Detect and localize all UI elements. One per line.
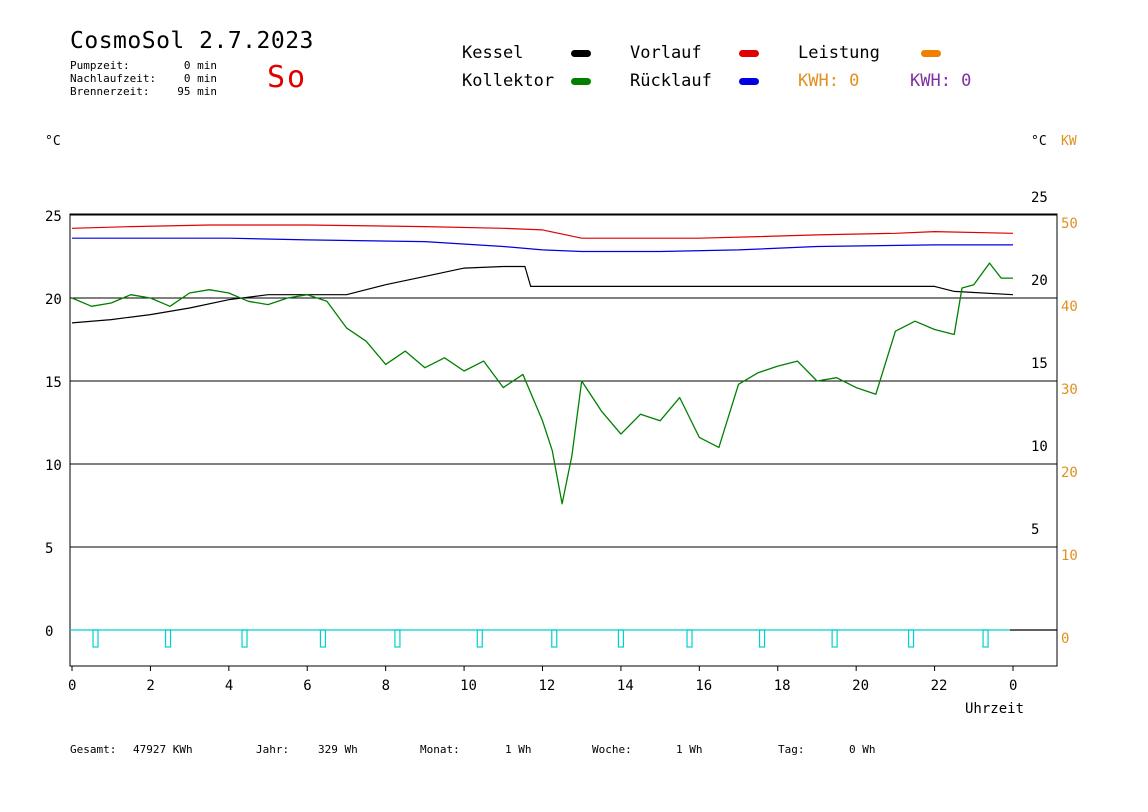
y-tick-right-kw-5: 50	[1061, 216, 1078, 232]
x-tick-label-7: 14	[617, 678, 634, 694]
legend-ruecklauf-swatch	[739, 78, 759, 85]
x-tick-label-3: 6	[303, 678, 311, 694]
x-tick-label-9: 18	[774, 678, 791, 694]
pump-pulse-12	[982, 629, 989, 648]
pump-pulse-9	[758, 629, 766, 648]
legend-leistung-swatch	[921, 50, 941, 57]
stat-brennerzeit-label: Brennerzeit:	[70, 85, 150, 98]
page-title: CosmoSol 2.7.2023	[70, 28, 314, 54]
pump-pulse-4	[394, 629, 401, 648]
pump-pulse-0	[92, 629, 99, 648]
pump-pulse-2	[241, 629, 248, 648]
pump-pulse-10	[831, 629, 838, 648]
x-axis-label: Uhrzeit	[965, 701, 1025, 717]
x-tick-label-6: 12	[539, 678, 556, 694]
y-tick-left-5: 25	[45, 209, 62, 225]
x-tick-label-10: 20	[852, 678, 869, 694]
x-tick-label-1: 2	[146, 678, 154, 694]
y-tick-right-kw-4: 40	[1061, 299, 1078, 315]
day-label: So	[267, 60, 308, 95]
y-tick-left-1: 5	[45, 541, 53, 557]
y-tick-right-kw-1: 10	[1061, 548, 1078, 564]
stat-brennerzeit-value: 95 min	[177, 85, 217, 98]
footer-woche-label: Woche:	[592, 743, 632, 756]
x-tick-label-11: 22	[931, 678, 948, 694]
y-tick-right-c-4: 25	[1031, 190, 1048, 206]
legend-vorlauf-label: Vorlauf	[630, 43, 702, 63]
y-tick-right-kw-0: 0	[1061, 631, 1069, 647]
pump-pulse-11	[907, 629, 915, 648]
y-tick-right-c-0: 5	[1031, 522, 1039, 538]
legend-kollektor-swatch	[571, 78, 591, 85]
x-tick-label-8: 16	[695, 678, 712, 694]
pump-pulse-8	[686, 629, 693, 648]
series-line-2	[71, 265, 1014, 324]
left-unit-label: °C	[45, 134, 61, 149]
y-tick-right-c-3: 20	[1031, 273, 1048, 289]
x-tick-label-5: 10	[460, 678, 477, 694]
legend-ruecklauf-label: Rücklauf	[630, 71, 712, 91]
legend-vorlauf-swatch	[739, 50, 759, 57]
footer-gesamt-value: 47927 KWh	[133, 743, 193, 756]
plot-frame	[69, 213, 1058, 667]
y-tick-left-4: 20	[45, 292, 62, 308]
legend-kessel-label: Kessel	[462, 43, 524, 63]
y-tick-left-0: 0	[45, 624, 53, 640]
footer-woche-value: 1 Wh	[676, 743, 703, 756]
stat-pumpzeit-value: 0 min	[183, 59, 217, 72]
legend-leistung-label: Leistung	[798, 43, 880, 63]
footer-jahr-value: 329 Wh	[318, 743, 358, 756]
series-line-3	[71, 262, 1013, 505]
stat-pumpzeit-label: Pumpzeit:	[70, 59, 130, 72]
legend-kollektor-label: Kollektor	[462, 71, 555, 91]
legend-kwh-purple: KWH: 0	[910, 71, 972, 91]
stat-nachlaufzeit-value: 0 min	[183, 72, 217, 85]
y-tick-right-kw-2: 20	[1061, 465, 1078, 481]
footer-tag-label: Tag:	[778, 743, 805, 756]
y-tick-right-c-2: 15	[1031, 356, 1048, 372]
pump-pulse-3	[319, 629, 327, 648]
series-line-1	[72, 237, 1013, 253]
footer-monat-value: 1 Wh	[505, 743, 532, 756]
right-unit-c-label: °C	[1031, 134, 1047, 149]
footer-jahr-label: Jahr:	[256, 743, 290, 756]
pump-pulse-1	[164, 629, 172, 648]
x-tick-label-4: 8	[382, 678, 390, 694]
x-tick-label-12: 0	[1009, 678, 1017, 694]
legend-kwh-orange: KWH: 0	[798, 71, 860, 91]
y-tick-left-3: 15	[45, 375, 62, 391]
y-tick-right-c-1: 10	[1031, 439, 1048, 455]
stat-nachlaufzeit-label: Nachlaufzeit:	[70, 72, 157, 85]
x-tick-label-2: 4	[225, 678, 233, 694]
right-unit-kw-label: KW	[1061, 134, 1077, 149]
pump-pulse-5	[476, 629, 483, 648]
footer-gesamt-label: Gesamt:	[70, 743, 117, 756]
footer-monat-label: Monat:	[420, 743, 460, 756]
y-tick-right-kw-3: 30	[1061, 382, 1078, 398]
pump-pulse-6	[551, 629, 558, 648]
legend-kessel-swatch	[571, 50, 591, 57]
y-tick-left-2: 10	[45, 458, 62, 474]
pump-pulse-7	[617, 629, 625, 648]
x-tick-label-0: 0	[68, 678, 76, 694]
series-line-0	[71, 224, 1014, 239]
footer-tag-value: 0 Wh	[849, 743, 876, 756]
